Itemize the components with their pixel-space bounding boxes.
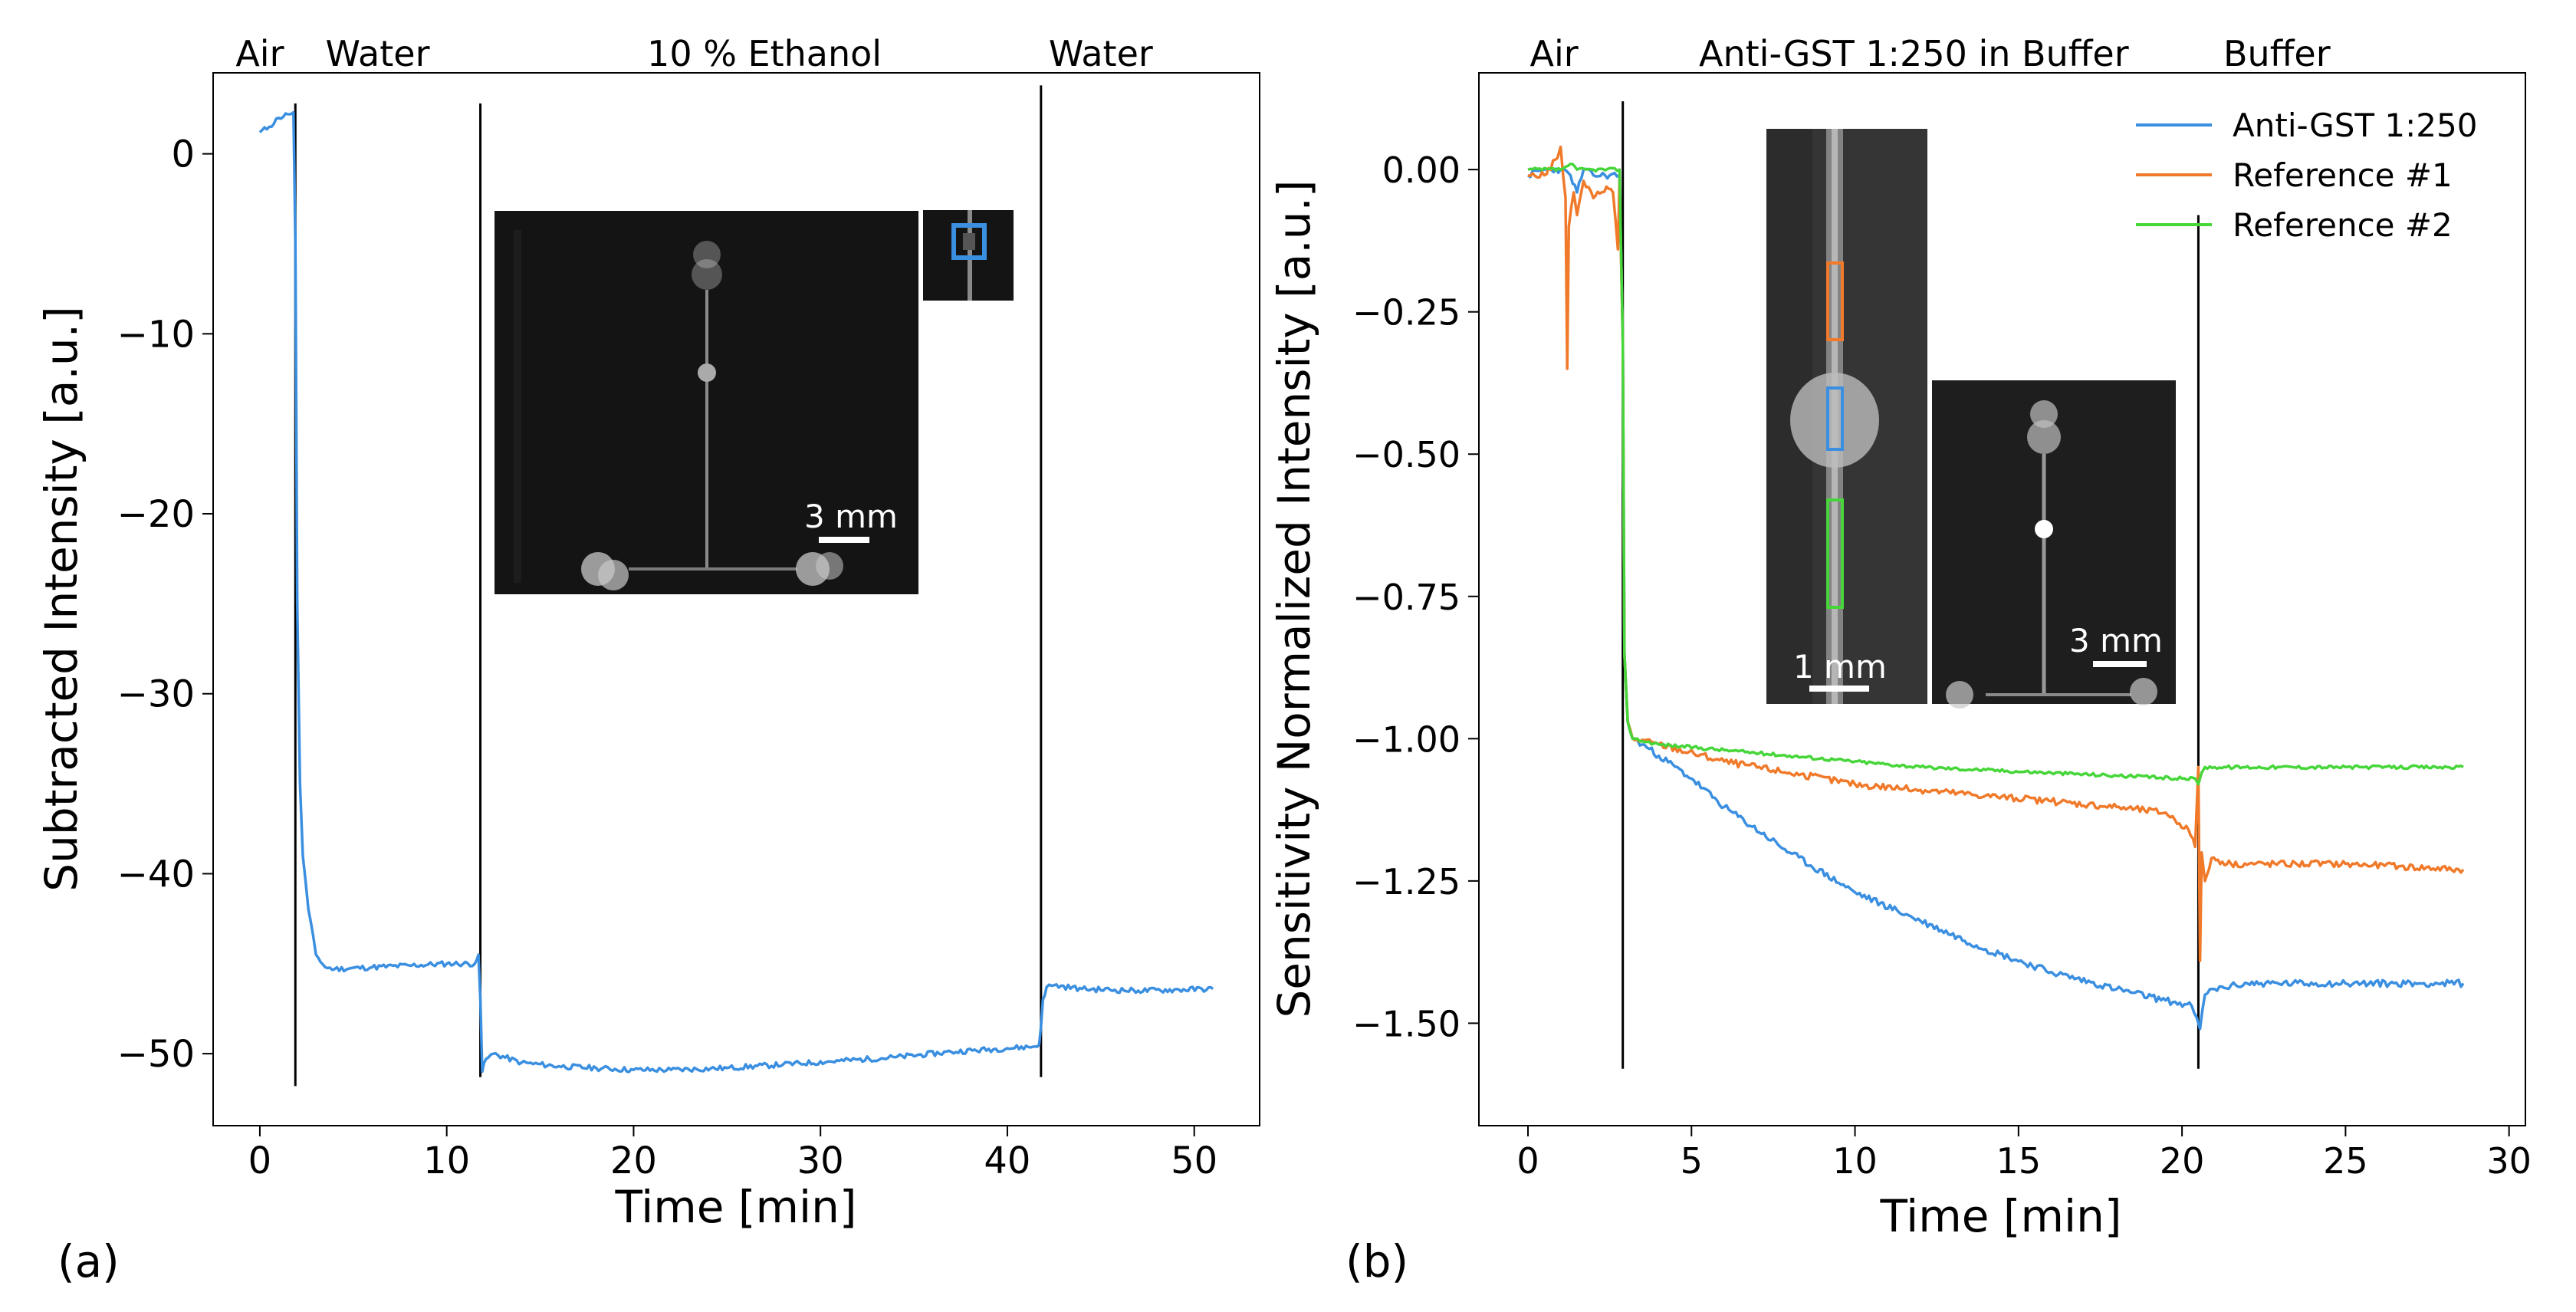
phase-label: Buffer: [2223, 33, 2331, 74]
panel-label: (b): [1346, 1235, 1408, 1287]
b-x-axis-ticks: 0 5 10 15 20 25 30: [1516, 1126, 2532, 1182]
x-tick-label: 20: [610, 1139, 657, 1182]
x-axis-label: Time [min]: [614, 1181, 856, 1233]
y-tick-label: −0.75: [1352, 577, 1460, 618]
b-y-axis-ticks: 0.00 −0.25 −0.50 −0.75 −1.00 −1.25 −1.50: [1352, 150, 1479, 1044]
panel-a: 3 mm 0 10 20 30 40 50 0 −10 −20 −30 −40 −50 Air Wat…: [35, 33, 1260, 1287]
panel-b: 1 mm 3 mm 0 5 10 15 20 25 30 0.00 −0.25 −0.50 −0.…: [1268, 33, 2532, 1287]
series-line: [1527, 162, 2464, 786]
scale-bar-label: 3 mm: [804, 498, 898, 535]
inset-b-zoom-image: 1 mm: [1766, 129, 1927, 704]
scale-bar-label: 1 mm: [1793, 648, 1887, 686]
panel-label: (a): [58, 1235, 120, 1287]
y-tick-label: −50: [117, 1033, 195, 1076]
phase-label: Anti-GST 1:250 in Buffer: [1699, 33, 2129, 74]
axes-b-frame: [1478, 72, 2526, 1126]
y-axis-label: Subtracted Intensity [a.u.]: [35, 306, 87, 891]
x-tick-label: 20: [2160, 1140, 2205, 1182]
region-marker: [1826, 261, 1844, 341]
y-tick-label: −0.50: [1352, 434, 1460, 475]
series-line: [1527, 145, 2465, 962]
phase-label: Air: [1530, 33, 1579, 74]
inset-b-chip-image: 3 mm: [1932, 380, 2176, 709]
y-tick-label: 0.00: [1382, 150, 1460, 191]
y-tick-label: −10: [117, 313, 195, 356]
inset-a-fluorescence-image: 3 mm: [495, 211, 918, 594]
y-axis-label: Sensitivity Normalized Intensity [a.u.]: [1268, 179, 1320, 1018]
b-phase-labels: Air Anti-GST 1:250 in Buffer Buffer: [1530, 33, 2331, 74]
region-marker: [951, 223, 987, 260]
y-tick-label: −20: [117, 493, 195, 536]
x-tick-label: 0: [1516, 1140, 1539, 1182]
axes-a-frame: [212, 72, 1260, 1126]
phase-label: 10 % Ethanol: [647, 33, 882, 74]
inset-a-zoom-image: [923, 210, 1014, 301]
phase-label: Air: [235, 33, 284, 74]
x-tick-label: 5: [1681, 1140, 1703, 1182]
x-tick-label: 40: [984, 1139, 1030, 1182]
region-marker: [1826, 498, 1844, 609]
b-series: [1526, 145, 2465, 1031]
phase-label: Water: [326, 33, 430, 74]
y-tick-label: −1.50: [1352, 1003, 1460, 1044]
x-tick-label: 50: [1171, 1139, 1217, 1182]
y-tick-label: −30: [117, 673, 195, 716]
a-y-axis-ticks: 0 −10 −20 −30 −40 −50: [117, 133, 213, 1076]
legend-entry: Reference #2: [2233, 206, 2453, 244]
x-tick-label: 30: [797, 1139, 844, 1182]
legend: Anti-GST 1:250 Reference #1 Reference #2: [2136, 107, 2477, 244]
x-tick-label: 10: [423, 1139, 470, 1182]
y-tick-label: −1.00: [1352, 718, 1460, 760]
y-tick-label: −0.25: [1352, 292, 1460, 334]
x-tick-label: 15: [1996, 1140, 2042, 1182]
series-line: [258, 110, 1214, 1074]
y-tick-label: −40: [117, 853, 195, 896]
phase-label: Water: [1049, 33, 1153, 74]
legend-entry: Anti-GST 1:250: [2233, 107, 2477, 144]
y-tick-label: −1.25: [1352, 861, 1460, 903]
x-tick-label: 25: [2323, 1140, 2368, 1182]
a-phase-labels: Air Water 10 % Ethanol Water: [235, 33, 1153, 74]
region-marker: [1826, 386, 1844, 451]
x-tick-label: 0: [248, 1139, 272, 1182]
a-x-axis-ticks: 0 10 20 30 40 50: [248, 1126, 1217, 1182]
scale-bar-label: 3 mm: [2069, 622, 2163, 659]
x-tick-label: 10: [1832, 1140, 1878, 1182]
x-tick-label: 30: [2486, 1140, 2532, 1182]
a-series: [258, 110, 1214, 1074]
series-line: [1526, 166, 2465, 1031]
x-axis-label: Time [min]: [1879, 1190, 2121, 1242]
legend-entry: Reference #1: [2233, 156, 2453, 194]
y-tick-label: 0: [171, 133, 195, 176]
